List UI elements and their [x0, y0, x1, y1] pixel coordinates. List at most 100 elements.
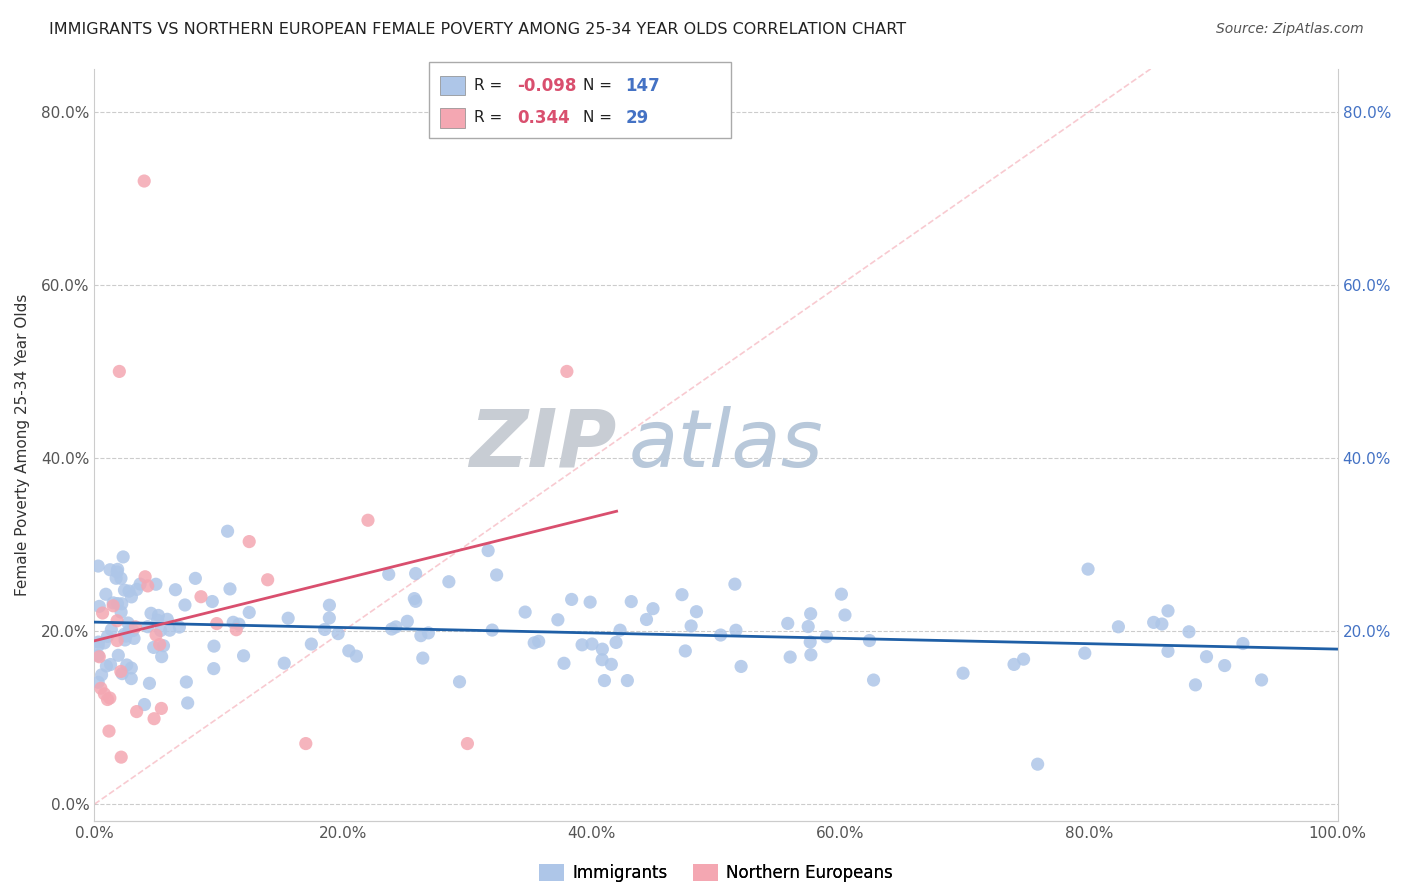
Point [136, 620, 159, 634]
Point [118, 624, 141, 639]
Point [273, 656, 295, 670]
Point [581, 637, 603, 651]
Point [98, 691, 121, 706]
Point [1150, 617, 1173, 632]
Point [111, 666, 134, 681]
Text: N =: N = [583, 111, 613, 125]
Point [800, 607, 823, 621]
Point [89, 599, 111, 614]
Point [202, 662, 225, 676]
Point [110, 750, 132, 764]
Point [143, 712, 166, 726]
Point [1178, 624, 1201, 639]
Point [685, 605, 707, 619]
Point [122, 632, 145, 646]
Point [385, 620, 408, 634]
Point [800, 648, 823, 662]
Text: -0.098: -0.098 [517, 77, 576, 95]
Point [779, 650, 801, 665]
Legend: Immigrants, Northern Europeans: Immigrants, Northern Europeans [533, 857, 900, 888]
Point [591, 653, 613, 667]
Point [87, 648, 110, 663]
Point [176, 675, 198, 690]
Point [87, 635, 110, 649]
Point [449, 674, 471, 689]
Point [579, 595, 602, 609]
Point [344, 649, 367, 664]
Point [87, 639, 110, 653]
Point [90, 668, 112, 682]
Point [146, 613, 169, 627]
Point [145, 628, 167, 642]
Point [105, 633, 128, 648]
Point [217, 524, 239, 539]
Point [1107, 620, 1129, 634]
Point [120, 661, 142, 675]
Point [96, 692, 118, 706]
Point [165, 582, 187, 597]
Point [724, 624, 747, 638]
Point [148, 608, 170, 623]
Point [107, 562, 129, 576]
Text: 147: 147 [626, 77, 661, 95]
Point [100, 623, 122, 637]
Point [87, 675, 110, 690]
Point [609, 624, 631, 638]
Point [605, 635, 627, 649]
Point [134, 698, 156, 712]
Point [1184, 678, 1206, 692]
Point [815, 630, 838, 644]
Point [571, 638, 593, 652]
Point [105, 565, 128, 579]
Point [1157, 604, 1180, 618]
Point [139, 607, 162, 621]
Point [616, 673, 638, 688]
Point [456, 737, 478, 751]
Point [101, 599, 124, 613]
Point [1074, 646, 1097, 660]
Point [1002, 657, 1025, 672]
Point [87, 559, 110, 574]
Point [190, 590, 212, 604]
Point [129, 577, 152, 591]
Point [256, 573, 278, 587]
Point [555, 364, 578, 378]
Point [862, 673, 884, 687]
Point [202, 639, 225, 653]
Point [96, 629, 118, 643]
Point [134, 570, 156, 584]
Point [318, 611, 340, 625]
Point [114, 583, 136, 598]
Point [1250, 673, 1272, 687]
Point [1157, 644, 1180, 658]
Text: R =: R = [474, 78, 502, 93]
Text: IMMIGRANTS VS NORTHERN EUROPEAN FEMALE POVERTY AMONG 25-34 YEAR OLDS CORRELATION: IMMIGRANTS VS NORTHERN EUROPEAN FEMALE P… [49, 22, 907, 37]
Point [295, 737, 318, 751]
Point [176, 696, 198, 710]
Point [673, 644, 696, 658]
Point [98, 563, 121, 577]
Point [238, 534, 260, 549]
Point [115, 657, 138, 672]
Point [120, 590, 142, 604]
Point [377, 567, 399, 582]
Point [138, 676, 160, 690]
Point [184, 571, 207, 585]
Point [103, 596, 125, 610]
Point [219, 582, 242, 596]
Point [232, 648, 254, 663]
Point [90, 681, 112, 696]
Point [671, 588, 693, 602]
Point [591, 642, 613, 657]
Point [152, 639, 174, 653]
Point [93, 687, 115, 701]
Point [136, 579, 159, 593]
Point [799, 635, 821, 649]
Point [112, 549, 135, 564]
Point [150, 649, 173, 664]
Point [797, 619, 820, 633]
Point [120, 672, 142, 686]
Point [149, 624, 172, 638]
Point [100, 657, 122, 672]
Text: 0.344: 0.344 [517, 109, 571, 127]
